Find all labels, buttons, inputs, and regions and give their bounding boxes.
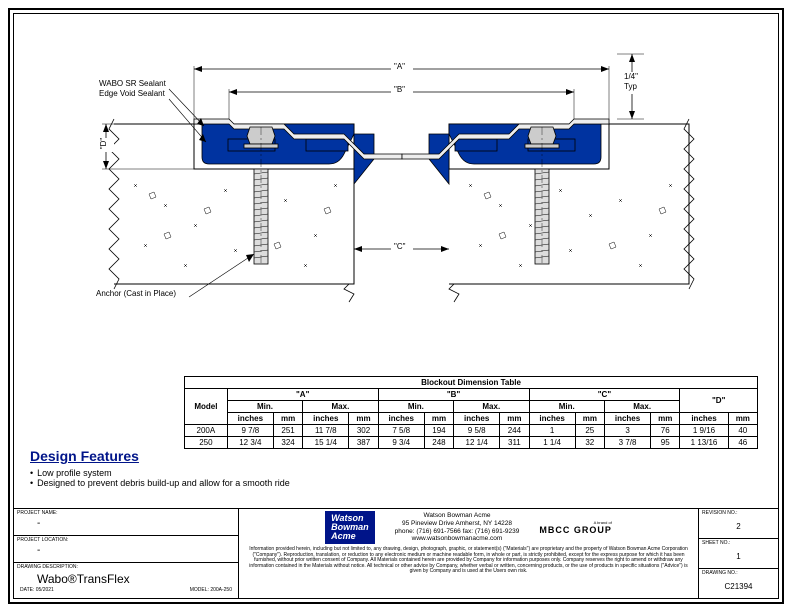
wba-logo: Watson Bowman Acme [325,511,375,544]
dim-a: "A" [394,62,405,71]
model: 200A-250 [210,587,232,593]
drawing-desc: Wabo®TransFlex [17,570,235,586]
date: 05/2021 [36,587,54,593]
model-label: MODEL: [190,587,209,593]
dim-d: "D" [99,138,108,149]
design-features: Design Features Low profile systemDesign… [30,448,290,488]
label-typ: Typ [624,82,637,91]
label-sealant1: WABO SR Sealant [99,79,166,88]
feature-item: Low profile system [30,468,290,478]
label-anchor: Anchor (Cast in Place) [96,289,176,298]
disclaimer: Information provided herein, including b… [245,546,692,576]
dim-b: "B" [394,85,405,94]
blockout-dimension-table: Blockout Dimension TableModel"A""B""C""D… [184,376,758,449]
title-block: PROJECT NAME: - PROJECT LOCATION: - DRAW… [14,508,778,598]
label-sealant2: Edge Void Sealant [99,89,165,98]
project-loc: - [17,543,235,556]
dim-14: 1/4" [624,72,638,81]
dim-c: "C" [394,242,405,251]
sheet-no: 1 [702,546,775,567]
mbcc-logo: A brand of MBCC GROUP [539,520,612,535]
rev-no: 2 [702,516,775,537]
project-name: - [17,516,235,529]
features-heading: Design Features [30,448,290,464]
date-label: DATE: [20,587,34,593]
dwg-no: C21394 [702,576,775,597]
feature-item: Designed to prevent debris build-up and … [30,478,290,488]
cross-section-diagram: WABO SR Sealant Edge Void Sealant Anchor… [54,24,738,324]
company-address: Watson Bowman Acme 95 Pineview Drive Amh… [395,512,520,543]
